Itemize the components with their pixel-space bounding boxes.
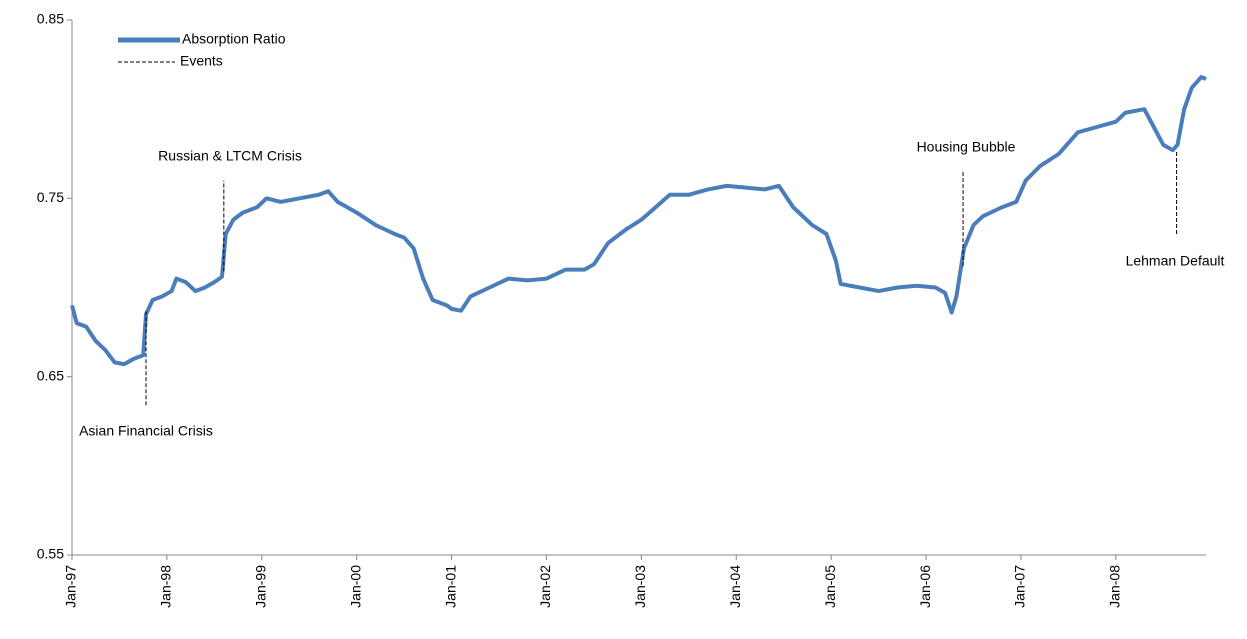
legend-label: Events: [180, 53, 223, 69]
event-label: Lehman Default: [1126, 253, 1225, 269]
x-tick-label: Jan-00: [347, 565, 363, 608]
x-tick-label: Jan-99: [252, 565, 268, 608]
data-line: [70, 75, 1207, 367]
y-tick-label: 0.65: [37, 367, 64, 383]
x-tick-label: Jan-02: [537, 565, 553, 608]
legend-label: Absorption Ratio: [182, 31, 286, 47]
x-tick-label: Jan-98: [158, 565, 174, 608]
x-tick-label: Jan-03: [632, 565, 648, 608]
y-tick-label: 0.85: [37, 11, 64, 27]
x-tick-label: Jan-04: [727, 565, 743, 608]
x-tick-label: Jan-07: [1012, 565, 1028, 608]
y-tick-label: 0.75: [37, 189, 64, 205]
x-tick-label: Jan-05: [822, 565, 838, 608]
x-tick-label: Jan-97: [63, 565, 79, 608]
x-tick-label: Jan-06: [917, 565, 933, 608]
x-tick-label: Jan-08: [1107, 565, 1123, 608]
event-label: Asian Financial Crisis: [79, 423, 213, 439]
event-label: Russian & LTCM Crisis: [158, 148, 302, 164]
event-label: Housing Bubble: [917, 139, 1016, 155]
x-tick-label: Jan-01: [442, 565, 458, 608]
y-tick-label: 0.55: [37, 546, 64, 562]
